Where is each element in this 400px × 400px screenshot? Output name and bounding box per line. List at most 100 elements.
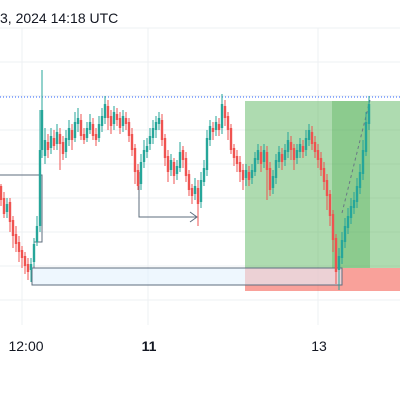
candle-down [109, 116, 113, 126]
candle-up [85, 128, 89, 138]
candle-down [187, 174, 191, 190]
candle-down [79, 120, 83, 136]
candle-up [157, 118, 161, 124]
candle-down [289, 142, 293, 150]
candle-down [61, 142, 65, 154]
candle-up [274, 160, 278, 178]
candle-down [11, 220, 15, 236]
candle-down [106, 106, 110, 118]
candle-up [100, 116, 104, 126]
candle-down [184, 158, 188, 176]
arrow-head [189, 211, 198, 223]
candle-down [46, 142, 50, 150]
candle-down [133, 148, 137, 172]
candle-down [166, 156, 170, 172]
candle-up [67, 128, 71, 140]
candle-down [217, 124, 221, 130]
candle-down [328, 194, 332, 216]
candle-up [139, 162, 143, 184]
candle-up [256, 150, 260, 160]
candle-down [241, 170, 245, 180]
candle-up [169, 160, 173, 170]
candle-down [8, 202, 12, 222]
candle-down [322, 168, 326, 182]
candle-down [334, 238, 338, 272]
candle-up [5, 204, 9, 212]
candle-up [32, 244, 36, 262]
candle-down [190, 188, 194, 196]
candle-up [49, 136, 53, 148]
candle-down [70, 130, 74, 140]
candle-up [295, 150, 299, 158]
candle-up [145, 146, 149, 152]
candle-down [160, 120, 164, 140]
candle-down [82, 134, 86, 140]
candle-down [136, 170, 140, 186]
candle-down [91, 124, 95, 136]
profit-zone [245, 101, 400, 268]
candle-up [220, 104, 224, 128]
candle-down [58, 134, 62, 144]
candle-up [55, 132, 59, 144]
candle-down [130, 134, 134, 150]
candle-down [14, 234, 18, 244]
candle-up [29, 264, 33, 270]
candle-up [43, 140, 47, 156]
candle-down [265, 152, 269, 170]
candle-down [127, 122, 131, 136]
timestamp-label: 3, 2024 14:18 UTC [0, 10, 119, 26]
candle-up [283, 150, 287, 160]
candle-down [23, 256, 27, 266]
candle-up [154, 122, 158, 130]
candle-up [277, 152, 281, 162]
candle-up [244, 170, 248, 178]
candle-down [247, 172, 251, 180]
candle-up [214, 122, 218, 130]
candle-down [0, 186, 3, 200]
projection-line [341, 99, 371, 214]
candle-down [163, 138, 167, 158]
candle-up [352, 200, 356, 208]
candle-up [73, 122, 77, 138]
candle-up [358, 172, 362, 188]
candle-up [367, 104, 371, 124]
candle-down [232, 148, 236, 158]
candle-down [280, 154, 284, 162]
candle-down [181, 150, 185, 160]
candle-up [178, 152, 182, 168]
candle-up [202, 168, 206, 182]
candle-up [250, 170, 254, 178]
candles [0, 70, 371, 290]
candle-down [259, 152, 263, 164]
candle-up [199, 180, 203, 202]
candle-down [172, 162, 176, 176]
candle-up [286, 140, 290, 152]
candle-up [35, 226, 39, 242]
candle-down [196, 188, 200, 204]
candle-up [355, 186, 359, 202]
candle-down [124, 118, 128, 124]
candle-up [253, 158, 257, 172]
profit-zone-active [332, 101, 370, 268]
candle-down [223, 106, 227, 118]
candle-down [268, 168, 272, 190]
candle-up [121, 116, 125, 126]
candle-up [343, 226, 347, 242]
candle-up [97, 124, 101, 138]
candle-up [64, 138, 68, 152]
candle-up [205, 138, 209, 170]
candle-up [193, 186, 197, 194]
candle-up [337, 256, 341, 270]
candle-down [325, 180, 329, 196]
candle-up [298, 144, 302, 152]
candle-up [307, 130, 311, 140]
candle-down [235, 156, 239, 164]
candle-down [310, 132, 314, 144]
candle-up [271, 176, 275, 188]
candle-down [229, 128, 233, 150]
candle-up [148, 136, 152, 144]
candle-up [175, 166, 179, 174]
candle-down [316, 150, 320, 160]
